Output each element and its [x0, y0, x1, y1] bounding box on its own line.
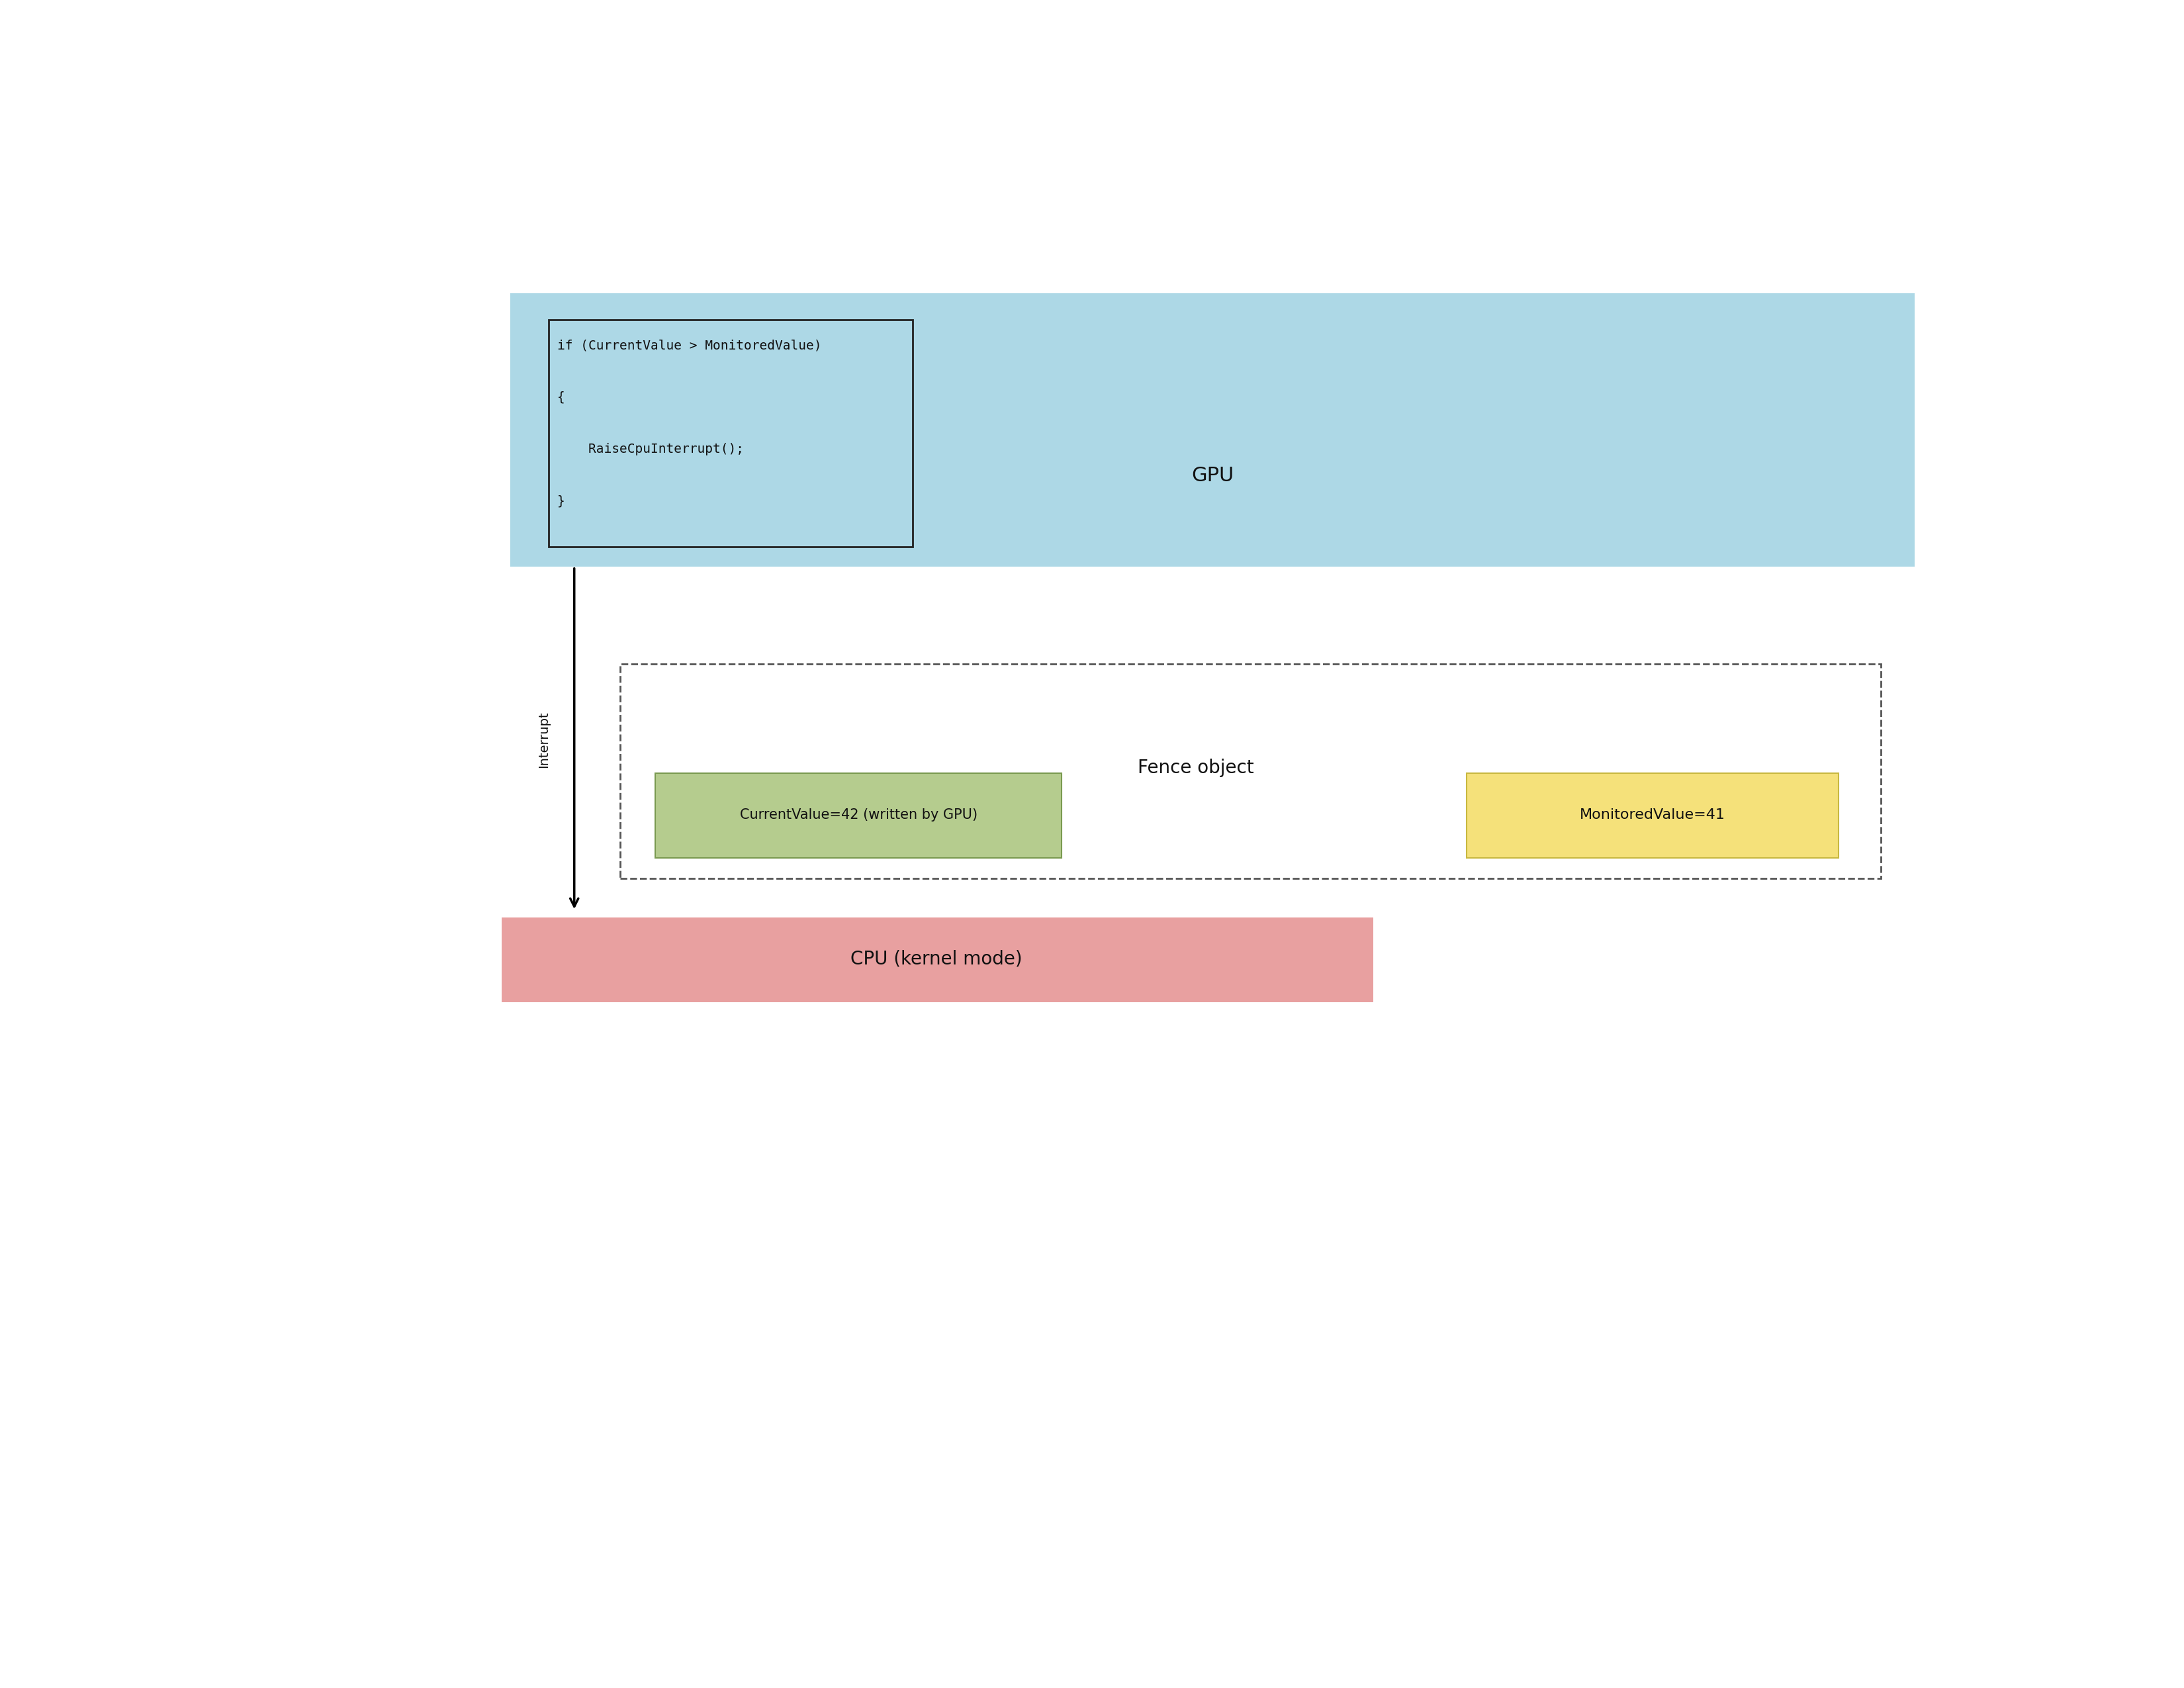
- Text: }: }: [557, 495, 566, 508]
- Bar: [620, 663, 1880, 878]
- Text: Interrupt: Interrupt: [537, 711, 550, 768]
- Bar: [502, 918, 1374, 1003]
- Text: GPU: GPU: [1190, 466, 1234, 484]
- Bar: [509, 294, 1915, 567]
- Bar: [548, 319, 913, 547]
- Text: Fence object: Fence object: [1138, 758, 1254, 776]
- Text: RaiseCpuInterrupt();: RaiseCpuInterrupt();: [557, 442, 745, 456]
- Text: MonitoredValue=41: MonitoredValue=41: [1579, 809, 1725, 822]
- Bar: [655, 773, 1061, 858]
- Bar: [1465, 773, 1839, 858]
- Text: if (CurrentValue > MonitoredValue): if (CurrentValue > MonitoredValue): [557, 339, 821, 351]
- Text: {: {: [557, 392, 566, 403]
- Text: CPU (kernel mode): CPU (kernel mode): [850, 950, 1022, 969]
- Text: CurrentValue=42 (written by GPU): CurrentValue=42 (written by GPU): [740, 809, 978, 822]
